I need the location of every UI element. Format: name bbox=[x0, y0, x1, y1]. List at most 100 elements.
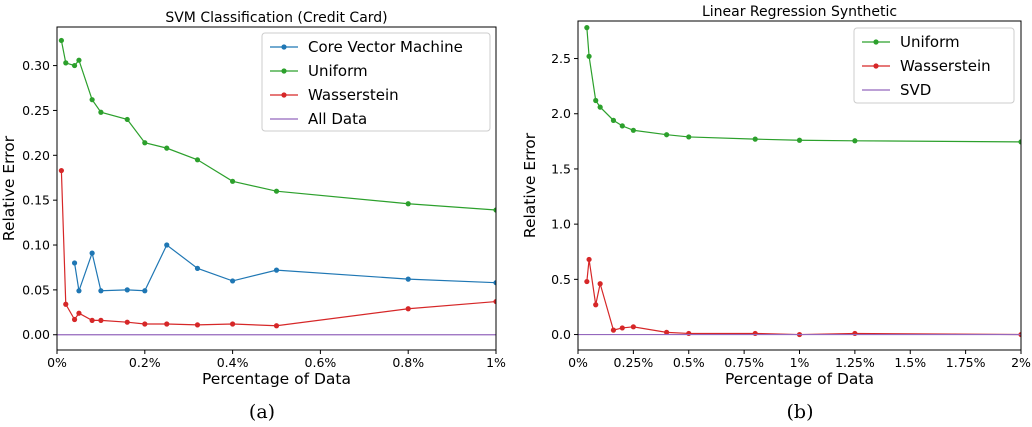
data-point-wasserstein bbox=[63, 301, 69, 307]
x-tick-label: 1.25% bbox=[835, 355, 875, 370]
x-tick-label: 0.2% bbox=[129, 355, 161, 370]
data-point-wasserstein bbox=[584, 278, 590, 285]
y-tick-label: 2.5 bbox=[551, 51, 571, 66]
x-tick-label: 0% bbox=[47, 355, 67, 370]
x-tick-label: 1.5% bbox=[894, 355, 926, 370]
data-point-wasserstein bbox=[58, 167, 64, 174]
x-tick-label: 2% bbox=[1011, 355, 1031, 370]
y-tick-label: 0.10 bbox=[22, 238, 50, 253]
data-point-uniform bbox=[71, 62, 78, 69]
data-point-core-vector-machine bbox=[124, 287, 130, 293]
data-point-uniform bbox=[63, 60, 69, 66]
y-tick-label: 0.05 bbox=[22, 282, 50, 297]
x-tick-label: 1% bbox=[790, 355, 810, 370]
data-point-uniform bbox=[664, 132, 670, 138]
chart-title: SVM Classification (Credit Card) bbox=[165, 10, 387, 26]
data-point-core-vector-machine bbox=[405, 276, 411, 282]
x-tick-label: 0% bbox=[568, 355, 588, 370]
chart-panel-a: 0% 0.2% 0.4% 0.6% 0.8% 1% 0.00 0.05 0.10 0.15 0.20… bbox=[0, 10, 506, 423]
data-point-core-vector-machine bbox=[98, 288, 104, 294]
legend-marker-uniform bbox=[281, 68, 287, 74]
y-tick-label: 0.0 bbox=[551, 327, 571, 342]
data-point-wasserstein bbox=[586, 256, 592, 263]
data-point-wasserstein bbox=[597, 281, 603, 287]
y-axis-label: Relative Error bbox=[521, 132, 539, 238]
legend-box bbox=[261, 32, 491, 132]
x-axis-label: Percentage of Data bbox=[725, 370, 874, 388]
x-tick-label: 0.25% bbox=[614, 355, 654, 370]
data-point-wasserstein bbox=[664, 329, 670, 335]
data-point-core-vector-machine bbox=[142, 288, 148, 294]
data-point-wasserstein bbox=[630, 324, 636, 330]
y-tick-label: 0.5 bbox=[551, 272, 571, 287]
data-point-core-vector-machine bbox=[493, 280, 496, 286]
legend-marker-wasserstein bbox=[281, 92, 287, 98]
data-point-uniform bbox=[89, 97, 95, 103]
y-tick-label: 0.20 bbox=[22, 148, 50, 163]
y-tick-label: 0.00 bbox=[22, 327, 50, 342]
legend: Core Vector Machine Uniform Wasserstein All… bbox=[261, 32, 491, 132]
legend-label-core-vector-machine: Core Vector Machine bbox=[308, 38, 463, 56]
data-point-core-vector-machine bbox=[76, 288, 82, 294]
data-point-wasserstein bbox=[493, 298, 496, 305]
data-point-uniform bbox=[124, 116, 130, 123]
legend-label-uniform: Uniform bbox=[900, 33, 960, 51]
y-tick-label: 0.15 bbox=[22, 193, 50, 208]
panel-caption: (b) bbox=[787, 401, 814, 423]
data-point-uniform bbox=[164, 145, 170, 151]
series-line-core-vector-machine bbox=[73, 244, 496, 292]
plot-frame bbox=[56, 26, 497, 351]
chart-title: Linear Regression Synthetic bbox=[702, 4, 897, 20]
legend-label-uniform: Uniform bbox=[308, 62, 368, 80]
data-point-wasserstein bbox=[619, 325, 625, 331]
data-point-wasserstein bbox=[98, 317, 104, 323]
x-tick-label: 0.8% bbox=[392, 355, 424, 370]
y-tick-label: 2.0 bbox=[551, 106, 571, 121]
legend-box bbox=[853, 27, 1015, 104]
data-point-uniform bbox=[752, 136, 758, 142]
chart-panel-b: 0% 0.25% 0.5% 0.75% 1% 1.25% 1.5% 1.75% 2% 0.0 0.5… bbox=[521, 4, 1031, 423]
data-point-wasserstein bbox=[230, 321, 236, 327]
data-point-core-vector-machine bbox=[71, 260, 78, 266]
data-point-uniform bbox=[686, 134, 692, 140]
data-point-wasserstein bbox=[71, 316, 78, 323]
x-axis-label: Percentage of Data bbox=[202, 370, 351, 388]
data-point-wasserstein bbox=[273, 323, 280, 329]
data-point-uniform bbox=[630, 127, 636, 133]
x-tick-label: 1% bbox=[486, 355, 506, 370]
series-line-wasserstein bbox=[60, 170, 496, 327]
data-point-wasserstein bbox=[852, 330, 858, 337]
data-point-wasserstein bbox=[752, 330, 758, 337]
y-axis-label: Relative Error bbox=[0, 135, 18, 241]
data-point-core-vector-machine bbox=[89, 250, 95, 256]
data-point-uniform bbox=[584, 25, 590, 31]
series-line-wasserstein bbox=[586, 259, 1021, 336]
data-point-wasserstein bbox=[142, 321, 148, 327]
x-tick-label: 0.5% bbox=[673, 355, 705, 370]
data-point-uniform bbox=[493, 207, 496, 213]
legend: Uniform Wasserstein SVD bbox=[853, 27, 1015, 104]
panel-caption: (a) bbox=[249, 401, 275, 423]
data-point-uniform bbox=[852, 138, 858, 144]
data-point-uniform bbox=[230, 178, 236, 184]
data-point-wasserstein bbox=[194, 322, 201, 328]
data-point-uniform bbox=[273, 188, 280, 194]
series-group bbox=[57, 37, 496, 336]
data-point-wasserstein bbox=[610, 327, 617, 333]
data-point-core-vector-machine bbox=[273, 267, 280, 273]
data-point-core-vector-machine bbox=[230, 278, 236, 284]
legend-label-wasserstein: Wasserstein bbox=[900, 57, 991, 75]
data-point-wasserstein bbox=[76, 310, 82, 316]
data-point-uniform bbox=[619, 123, 625, 129]
y-tick-label: 0.25 bbox=[22, 103, 50, 118]
data-point-uniform bbox=[194, 157, 201, 163]
data-point-wasserstein bbox=[593, 302, 599, 308]
legend-marker-core-vector-machine bbox=[281, 44, 287, 50]
legend-label-all-data: All Data bbox=[308, 110, 367, 128]
data-point-uniform bbox=[597, 104, 603, 110]
series-group bbox=[578, 25, 1021, 338]
data-point-uniform bbox=[98, 109, 104, 115]
legend-label-svd: SVD bbox=[900, 81, 931, 99]
